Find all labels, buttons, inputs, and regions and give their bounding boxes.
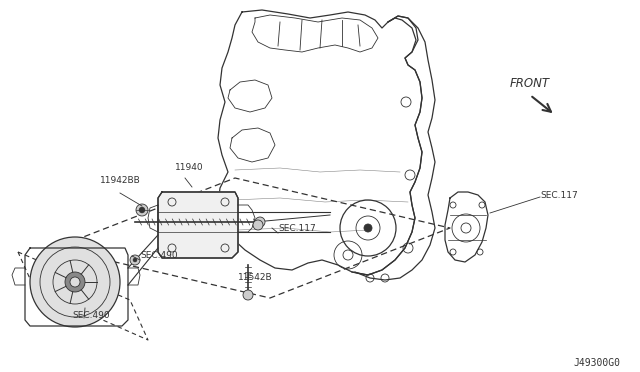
- Text: SEC.490: SEC.490: [140, 251, 178, 260]
- Text: SEC.117: SEC.117: [278, 224, 316, 233]
- Circle shape: [65, 272, 85, 292]
- Circle shape: [243, 290, 253, 300]
- Circle shape: [139, 207, 145, 213]
- Text: 11542B: 11542B: [238, 273, 273, 282]
- Polygon shape: [158, 192, 238, 258]
- Circle shape: [70, 277, 80, 287]
- Circle shape: [253, 220, 263, 230]
- Text: FRONT: FRONT: [510, 77, 550, 90]
- Circle shape: [130, 255, 140, 265]
- Circle shape: [136, 204, 148, 216]
- Circle shape: [255, 217, 265, 227]
- Text: J49300G0: J49300G0: [573, 358, 620, 368]
- Text: 11940: 11940: [175, 163, 204, 172]
- Text: 11942BB: 11942BB: [100, 176, 141, 185]
- Text: SEC.490: SEC.490: [72, 311, 109, 320]
- Circle shape: [364, 224, 372, 232]
- Text: SEC.117: SEC.117: [540, 190, 578, 199]
- Circle shape: [30, 237, 120, 327]
- Circle shape: [133, 258, 137, 262]
